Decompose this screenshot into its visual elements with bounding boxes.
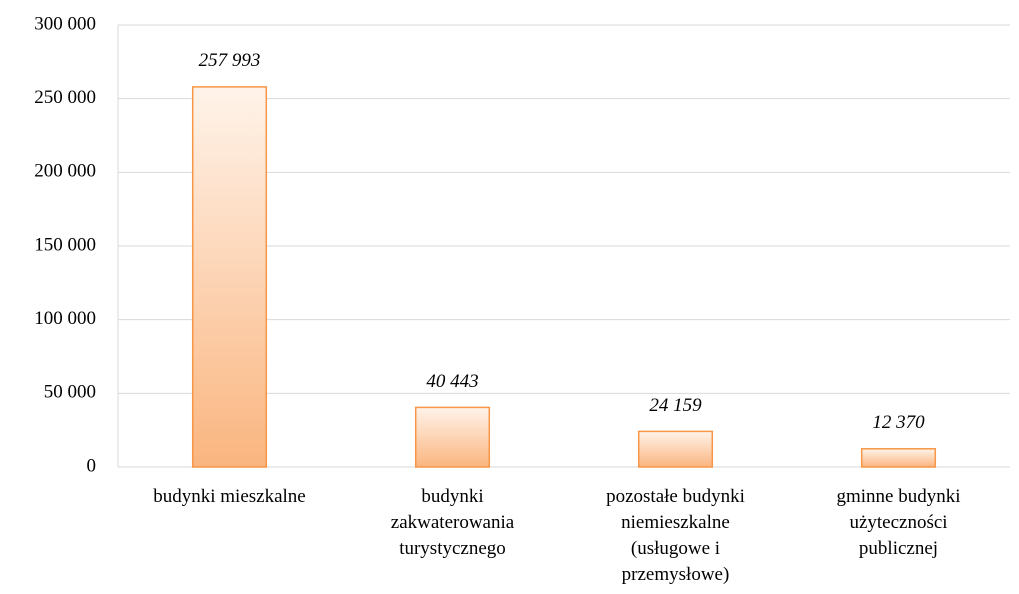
y-tick-label: 50 000	[44, 382, 96, 403]
bar	[414, 406, 491, 468]
x-tick-label: pozostałe budynki niemieszkalne (usługow…	[606, 486, 745, 585]
bar	[191, 86, 268, 468]
data-label: 24 159	[649, 395, 702, 416]
x-tick-label: gminne budynki użyteczności publicznej	[836, 486, 961, 559]
bar	[860, 448, 937, 468]
x-tick-label: budynki zakwaterowania turystycznego	[390, 486, 515, 559]
y-tick-label: 300 000	[34, 13, 96, 34]
bar	[637, 430, 714, 468]
x-tick-label: budynki mieszkalne	[153, 486, 306, 507]
y-tick-label: 150 000	[34, 234, 96, 255]
y-tick-label: 250 000	[34, 87, 96, 108]
y-tick-label: 100 000	[34, 308, 96, 329]
y-tick-label: 0	[87, 455, 97, 476]
data-label: 40 443	[426, 371, 478, 392]
data-label: 12 370	[872, 412, 925, 433]
data-label: 257 993	[199, 50, 261, 71]
y-tick-label: 200 000	[34, 161, 96, 182]
